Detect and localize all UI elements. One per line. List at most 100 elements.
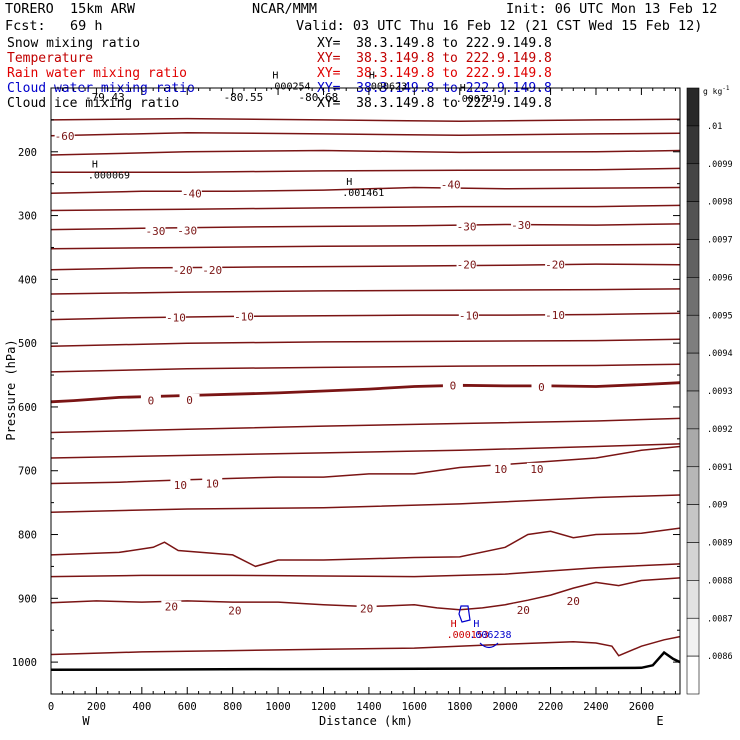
- maximum-value: .000623: [365, 81, 407, 92]
- colorbar-label: .0093: [707, 387, 733, 397]
- maximum-marker: H: [272, 70, 278, 81]
- contour-label-bg: [456, 258, 477, 271]
- contour-label: -20: [545, 259, 565, 272]
- contour-label: -10: [459, 310, 479, 323]
- header-valid: Valid: 03 UTC Thu 16 Feb 12 (21 CST Wed …: [296, 18, 703, 34]
- contour-10: [50, 445, 681, 485]
- x-tick-label: 0: [48, 701, 54, 713]
- top-minimum-value: -79.43: [85, 91, 125, 104]
- contour-label: -20: [173, 264, 193, 277]
- colorbar-swatch: [686, 580, 700, 619]
- y-tick-label: 500: [18, 338, 37, 350]
- x-tick-label: 1400: [356, 701, 381, 713]
- maximum-marker: H: [369, 70, 375, 81]
- isotherm-9: [50, 443, 681, 459]
- colorbar-label: .01: [707, 122, 722, 132]
- contour--10: [50, 312, 681, 321]
- isotherm-6: [50, 338, 681, 348]
- field-name-cloud-ice: Cloud ice mixing ratio: [7, 96, 180, 111]
- y-tick-label: 900: [18, 593, 37, 605]
- contour-label: 0: [148, 395, 155, 408]
- isotherm-13: [50, 635, 681, 657]
- y-axis-title: Pressure (hPa): [4, 339, 18, 440]
- contour-label-bg: [224, 604, 245, 617]
- field-name-cloud-water: Cloud water mixing ratio: [7, 81, 195, 96]
- isotherm-10: [50, 494, 681, 513]
- contour-label-bg: [511, 219, 532, 232]
- colorbar-label: .0091: [707, 463, 733, 473]
- colorbar-unit-exp: -1: [722, 85, 730, 92]
- isotherm-1: [50, 149, 681, 156]
- contour-label-bg: [179, 393, 200, 406]
- contour-label: -10: [234, 310, 254, 323]
- isotherm-5: [50, 288, 681, 295]
- contour-label: 0: [538, 381, 545, 394]
- colorbar-unit-base: g kg: [703, 87, 722, 96]
- header-model: TORERO 15km ARW: [5, 1, 136, 17]
- contour-label-bg: [165, 311, 186, 324]
- colorbar-label: .0098: [707, 198, 733, 208]
- contour-label: -40: [441, 178, 461, 191]
- contour--20: [50, 263, 681, 271]
- contour-label: 10: [530, 463, 543, 476]
- contour-label: -10: [166, 312, 186, 325]
- maximum-value: .000791: [456, 94, 498, 105]
- colorbar-label: .0086: [707, 652, 733, 662]
- contour--60: [50, 117, 681, 122]
- field-name-snow: Snow mixing ratio: [7, 36, 141, 51]
- x-tick-label: 200: [87, 701, 106, 713]
- contour-label: -30: [146, 225, 166, 238]
- colorbar-label: .0089: [707, 539, 733, 549]
- contour-label: 10: [206, 477, 219, 490]
- colorbar-label: .0095: [707, 311, 733, 321]
- contour-label-bg: [545, 309, 566, 322]
- x-tick-label: 1600: [402, 701, 427, 713]
- contour-label: -30: [457, 220, 477, 233]
- colorbar-swatch: [686, 277, 700, 316]
- y-tick-label: 400: [18, 274, 37, 286]
- contour-label: -40: [182, 187, 202, 200]
- contour-label-bg: [458, 309, 479, 322]
- top-minimum-value: -80.55: [224, 91, 264, 104]
- east-label: E: [656, 714, 663, 728]
- y-tick-label: 300: [18, 211, 37, 223]
- contour-label: -30: [177, 224, 197, 237]
- colorbar-label: .009: [707, 501, 727, 511]
- cloud-water-contour: [458, 605, 471, 623]
- header-fcst: Fcst: 69 h: [5, 18, 103, 34]
- x-tick-label: 600: [178, 701, 197, 713]
- contour-label: 20: [228, 604, 241, 617]
- contour--40: [50, 186, 681, 195]
- maximum-marker: H: [451, 619, 457, 630]
- contour-label-bg: [172, 263, 193, 276]
- x-tick-label: 2600: [629, 701, 654, 713]
- maximum-value: .006238: [469, 630, 511, 641]
- colorbar-swatch: [686, 428, 700, 468]
- isotherm-8: [50, 417, 681, 434]
- x-tick-label: 1200: [311, 701, 336, 713]
- contour-label-bg: [442, 379, 463, 392]
- top-minimum-value: -80.68: [299, 91, 339, 104]
- contour-label: 20: [517, 604, 530, 617]
- contour-label-bg: [563, 594, 584, 607]
- isotherm-11: [50, 527, 681, 568]
- isotherm-7: [50, 363, 681, 373]
- colorbar-label: .0096: [707, 273, 733, 283]
- isotherm-4: [50, 243, 681, 250]
- contour-label: -60: [55, 130, 75, 143]
- contour-label-bg: [545, 258, 566, 271]
- contour-label-bg: [145, 224, 166, 237]
- colorbar-swatch: [686, 163, 700, 202]
- contour-label: 20: [360, 603, 373, 616]
- colorbar-label: .0094: [707, 349, 733, 359]
- colorbar-swatch: [686, 466, 700, 505]
- field-xy-rain: XY= 38.3.149.8 to 222.9.149.8: [317, 66, 552, 81]
- contour-label: 10: [494, 463, 507, 476]
- header-init: Init: 06 UTC Mon 13 Feb 12: [506, 1, 718, 17]
- contour-label-bg: [531, 381, 552, 394]
- colorbar-label: .0087: [707, 614, 733, 624]
- field-name-rain: Rain water mixing ratio: [7, 66, 188, 81]
- colorbar-swatch: [686, 239, 700, 278]
- contour-label: 20: [567, 595, 580, 608]
